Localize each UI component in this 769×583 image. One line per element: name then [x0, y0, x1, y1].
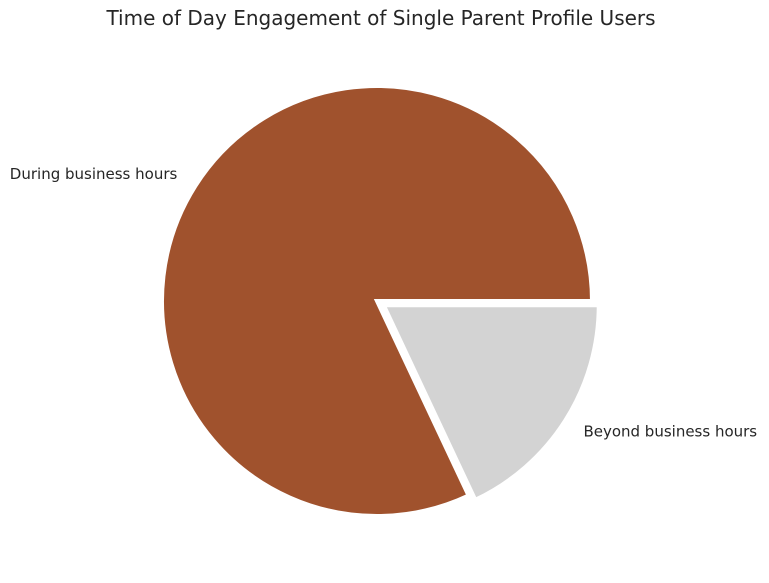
pie-label-beyond-business-hours: Beyond business hours	[583, 423, 757, 441]
chart-title: Time of Day Engagement of Single Parent …	[105, 6, 655, 30]
pie-label-during-business-hours: During business hours	[10, 165, 178, 183]
pie-slice-during-business-hours	[160, 84, 595, 518]
pie-slice-beyond-business-hours	[380, 303, 601, 503]
pie-slices	[160, 84, 601, 518]
pie-labels: During business hours Beyond business hou…	[10, 165, 758, 441]
